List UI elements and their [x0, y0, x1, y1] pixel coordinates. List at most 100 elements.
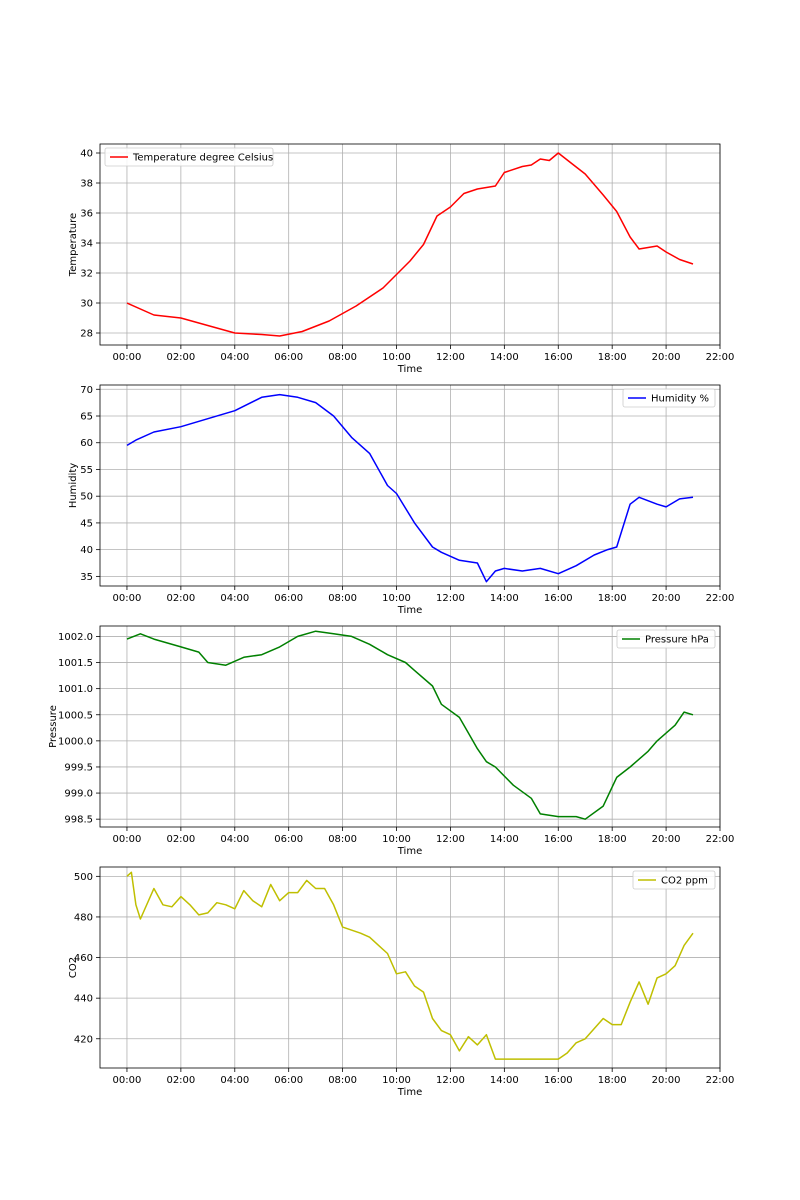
y-tick-label: 460	[74, 953, 93, 964]
legend-label: Humidity %	[651, 394, 709, 405]
legend-box	[616, 629, 716, 649]
x-tick-label: 08:00	[328, 834, 357, 845]
x-tick-label: 12:00	[436, 1075, 465, 1086]
y-tick-label: 998.5	[64, 815, 93, 826]
legend-box	[622, 388, 716, 408]
x-tick-label: 18:00	[598, 834, 627, 845]
y-axis-label: Humidity	[68, 463, 79, 508]
x-tick-label: 22:00	[706, 593, 735, 604]
x-tick-label: 14:00	[490, 593, 519, 604]
y-tick-label: 1000.0	[58, 736, 93, 747]
y-tick-label: 30	[80, 299, 93, 310]
legend-label: CO2 ppm	[661, 876, 708, 887]
x-tick-label: 12:00	[436, 593, 465, 604]
x-tick-label: 16:00	[544, 834, 573, 845]
y-tick-label: 36	[80, 209, 93, 220]
y-axis-label: Pressure	[48, 705, 59, 748]
x-axis-label: Time	[397, 364, 422, 375]
x-tick-label: 14:00	[490, 352, 519, 363]
x-tick-label: 08:00	[328, 1075, 357, 1086]
x-tick-label: 06:00	[274, 1075, 303, 1086]
y-tick-label: 55	[80, 465, 93, 476]
x-tick-label: 08:00	[328, 593, 357, 604]
y-tick-label: 480	[74, 912, 93, 923]
x-tick-label: 10:00	[382, 593, 411, 604]
y-tick-label: 34	[80, 239, 93, 250]
y-axis-label: CO2	[68, 957, 79, 978]
series-line-1	[126, 630, 694, 820]
plot-frame	[99, 384, 721, 587]
x-tick-label: 06:00	[274, 593, 303, 604]
plot-frame	[99, 866, 721, 1069]
x-tick-label: 08:00	[328, 352, 357, 363]
legend-label: Pressure hPa	[645, 635, 709, 646]
x-tick-label: 22:00	[706, 352, 735, 363]
x-tick-label: 06:00	[274, 834, 303, 845]
x-tick-label: 18:00	[598, 1075, 627, 1086]
x-tick-label: 04:00	[220, 593, 249, 604]
series-line-1	[126, 152, 694, 337]
x-tick-label: 04:00	[220, 1075, 249, 1086]
y-tick-label: 40	[80, 545, 93, 556]
x-tick-label: 10:00	[382, 1075, 411, 1086]
x-tick-label: 16:00	[544, 593, 573, 604]
y-tick-label: 45	[80, 518, 93, 529]
x-tick-label: 22:00	[706, 1075, 735, 1086]
y-tick-label: 60	[80, 438, 93, 449]
legend: CO2 ppm	[632, 870, 716, 890]
y-tick-label: 440	[74, 994, 93, 1005]
y-tick-label: 38	[80, 179, 93, 190]
legend: Temperature degree Celsius	[104, 147, 274, 167]
x-tick-label: 12:00	[436, 834, 465, 845]
x-tick-label: 20:00	[652, 834, 681, 845]
legend-box	[632, 870, 716, 890]
y-tick-label: 1000.5	[58, 710, 93, 721]
x-tick-label: 02:00	[166, 834, 195, 845]
series-line-1	[126, 393, 694, 583]
x-tick-label: 20:00	[652, 352, 681, 363]
x-tick-label: 06:00	[274, 352, 303, 363]
chart-1: 00:00 02:00 04:00 06:00 08:00 10:00 12:00 14:00…	[68, 143, 735, 375]
x-tick-label: 20:00	[652, 593, 681, 604]
chart-2: 00:00 02:00 04:00 06:00 08:00 10:00 12:00 14:00…	[68, 384, 735, 616]
legend: Humidity %	[622, 388, 716, 408]
x-tick-label: 04:00	[220, 834, 249, 845]
x-tick-label: 16:00	[544, 352, 573, 363]
x-tick-label: 14:00	[490, 834, 519, 845]
y-tick-label: 999.5	[64, 762, 93, 773]
chart-4: 00:00 02:00 04:00 06:00 08:00 10:00 12:00 14:00…	[68, 866, 735, 1098]
y-tick-label: 50	[80, 492, 93, 503]
series-line-1	[126, 871, 694, 1060]
y-tick-label: 32	[80, 269, 93, 280]
plot-frame	[99, 625, 721, 828]
x-tick-label: 00:00	[113, 834, 142, 845]
y-tick-label: 420	[74, 1034, 93, 1045]
plot-frame	[99, 143, 721, 346]
y-tick-label: 1001.5	[58, 658, 93, 669]
x-tick-label: 02:00	[166, 352, 195, 363]
chart-3: 00:00 02:00 04:00 06:00 08:00 10:00 12:00 14:00…	[48, 625, 734, 857]
x-tick-label: 10:00	[382, 834, 411, 845]
x-axis-label: Time	[397, 846, 422, 857]
y-tick-label: 70	[80, 385, 93, 396]
x-axis-label: Time	[397, 1087, 422, 1098]
y-tick-label: 1002.0	[58, 632, 93, 643]
y-tick-label: 40	[80, 149, 93, 160]
y-tick-label: 1001.0	[58, 684, 93, 695]
x-tick-label: 10:00	[382, 352, 411, 363]
y-tick-label: 999.0	[64, 789, 93, 800]
x-tick-label: 00:00	[113, 352, 142, 363]
x-tick-label: 18:00	[598, 593, 627, 604]
legend: Pressure hPa	[616, 629, 716, 649]
x-tick-label: 02:00	[166, 1075, 195, 1086]
legend-box	[104, 147, 274, 167]
x-tick-label: 14:00	[490, 1075, 519, 1086]
y-tick-label: 28	[80, 329, 93, 340]
x-axis-label: Time	[397, 605, 422, 616]
legend-label: Temperature degree Celsius	[132, 153, 273, 164]
y-tick-label: 35	[80, 572, 93, 583]
x-tick-label: 16:00	[544, 1075, 573, 1086]
y-tick-label: 65	[80, 412, 93, 423]
x-tick-label: 12:00	[436, 352, 465, 363]
